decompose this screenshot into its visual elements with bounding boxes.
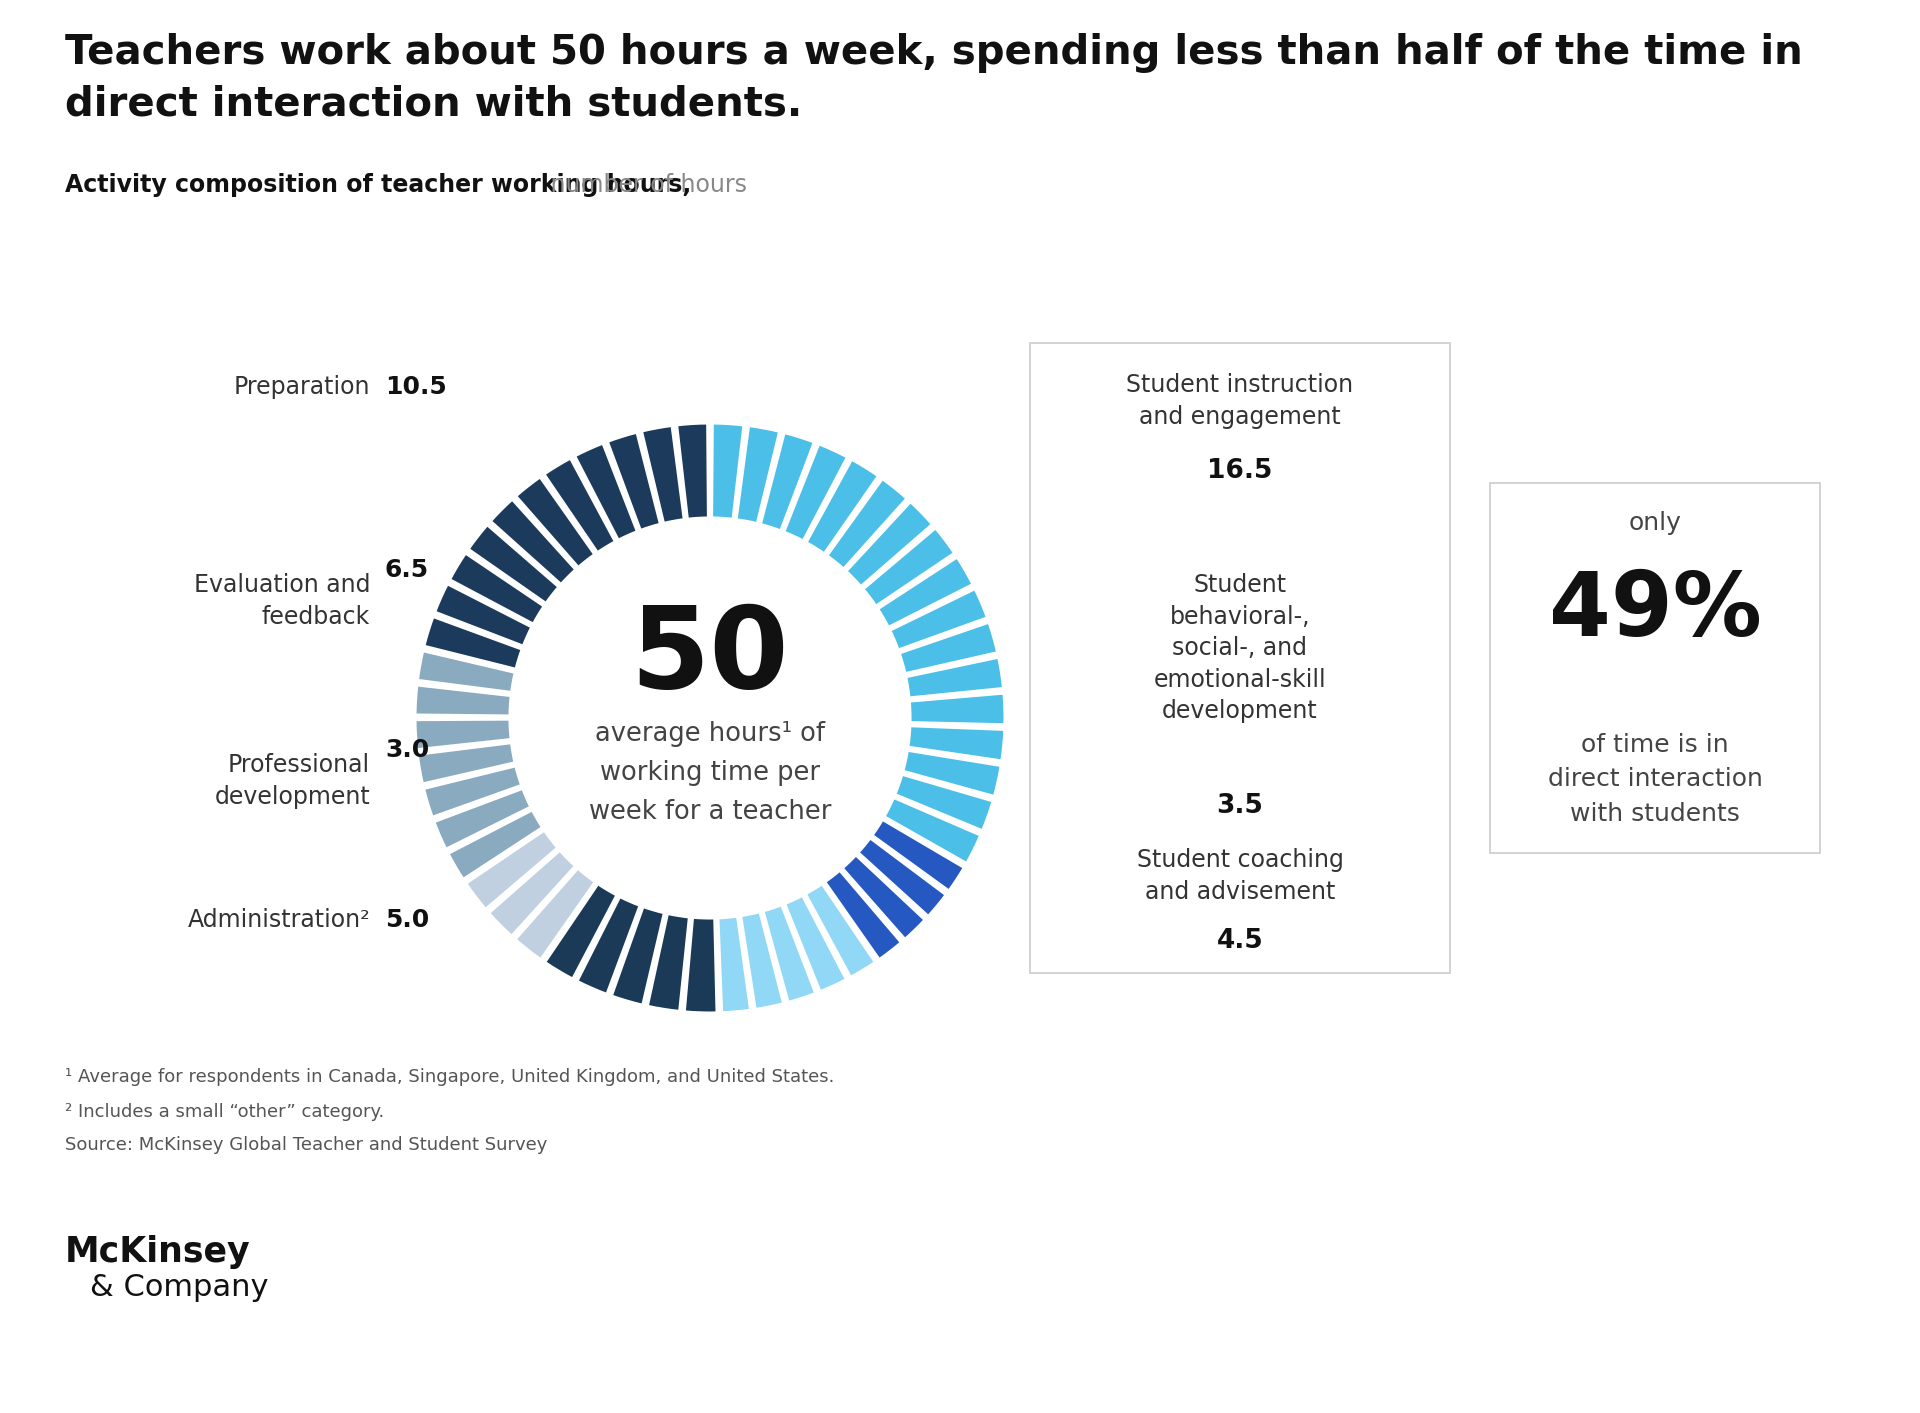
Wedge shape — [447, 810, 543, 879]
Text: only: only — [1628, 512, 1682, 536]
Text: 6.5: 6.5 — [386, 558, 430, 582]
Text: Administration²: Administration² — [188, 909, 371, 933]
Wedge shape — [641, 425, 684, 523]
Text: 3.0: 3.0 — [386, 738, 430, 762]
Text: Student coaching
and advisement: Student coaching and advisement — [1137, 848, 1344, 903]
Wedge shape — [424, 766, 522, 817]
Wedge shape — [872, 820, 964, 892]
Wedge shape — [806, 459, 879, 554]
Text: 5.0: 5.0 — [386, 909, 430, 933]
Wedge shape — [434, 584, 532, 646]
Text: 4.5: 4.5 — [1217, 928, 1263, 954]
Wedge shape — [488, 851, 576, 937]
Wedge shape — [712, 422, 743, 520]
Wedge shape — [647, 913, 689, 1012]
Wedge shape — [516, 476, 595, 568]
Text: Preparation: Preparation — [234, 374, 371, 398]
FancyBboxPatch shape — [1029, 343, 1450, 974]
Wedge shape — [490, 499, 576, 585]
Text: Student instruction
and engagement: Student instruction and engagement — [1127, 373, 1354, 428]
Text: Student
behavioral-,
social-, and
emotional-skill
development: Student behavioral-, social-, and emotio… — [1154, 574, 1327, 723]
Text: McKinsey: McKinsey — [65, 1235, 252, 1269]
Text: Professional
development: Professional development — [215, 753, 371, 808]
Text: Evaluation and
feedback: Evaluation and feedback — [194, 574, 371, 629]
Wedge shape — [467, 829, 559, 910]
Text: 49%: 49% — [1549, 568, 1761, 656]
Text: 16.5: 16.5 — [1208, 458, 1273, 485]
Wedge shape — [741, 911, 783, 1009]
Wedge shape — [862, 528, 954, 606]
Wedge shape — [858, 838, 947, 917]
Wedge shape — [415, 719, 511, 750]
Wedge shape — [543, 458, 616, 552]
Wedge shape — [804, 883, 876, 978]
Wedge shape — [434, 788, 532, 849]
Text: number of hours: number of hours — [543, 172, 747, 196]
Wedge shape — [449, 552, 543, 625]
Wedge shape — [908, 726, 1004, 762]
Wedge shape — [607, 432, 660, 530]
Wedge shape — [468, 524, 559, 603]
Wedge shape — [611, 907, 664, 1005]
Wedge shape — [902, 750, 1000, 797]
Wedge shape — [889, 589, 987, 650]
Wedge shape — [783, 444, 847, 541]
Text: Teachers work about 50 hours a week, spending less than half of the time in: Teachers work about 50 hours a week, spe… — [65, 32, 1803, 73]
Wedge shape — [676, 422, 708, 520]
Wedge shape — [843, 855, 925, 940]
Wedge shape — [895, 774, 993, 831]
Wedge shape — [415, 685, 511, 716]
Text: ¹ Average for respondents in Canada, Singapore, United Kingdom, and United State: ¹ Average for respondents in Canada, Sin… — [65, 1068, 835, 1087]
Wedge shape — [910, 694, 1004, 725]
Wedge shape — [785, 896, 847, 992]
Text: 10.5: 10.5 — [386, 374, 447, 398]
Text: Source: McKinsey Global Teacher and Student Survey: Source: McKinsey Global Teacher and Stud… — [65, 1136, 547, 1154]
Wedge shape — [417, 743, 515, 784]
Wedge shape — [826, 870, 900, 959]
Wedge shape — [883, 797, 981, 863]
Text: of time is in
direct interaction
with students: of time is in direct interaction with st… — [1548, 733, 1763, 827]
Wedge shape — [899, 622, 998, 674]
Text: 3.5: 3.5 — [1217, 793, 1263, 820]
Text: 50: 50 — [630, 601, 789, 712]
FancyBboxPatch shape — [1490, 483, 1820, 853]
Wedge shape — [735, 425, 780, 524]
Text: Activity composition of teacher working hours,: Activity composition of teacher working … — [65, 172, 691, 196]
Wedge shape — [828, 479, 906, 569]
Wedge shape — [545, 883, 616, 979]
Wedge shape — [515, 868, 595, 959]
Wedge shape — [574, 444, 637, 540]
Text: average hours¹ of
working time per
week for a teacher: average hours¹ of working time per week … — [589, 721, 831, 825]
Text: & Company: & Company — [90, 1273, 269, 1301]
Wedge shape — [877, 557, 973, 627]
Wedge shape — [762, 904, 816, 1002]
Wedge shape — [906, 657, 1004, 698]
Wedge shape — [576, 896, 639, 995]
Wedge shape — [847, 502, 933, 586]
Wedge shape — [684, 917, 716, 1013]
Text: direct interaction with students.: direct interaction with students. — [65, 85, 803, 124]
Wedge shape — [417, 651, 515, 692]
Wedge shape — [718, 916, 751, 1013]
Text: ² Includes a small “other” category.: ² Includes a small “other” category. — [65, 1104, 384, 1121]
Wedge shape — [424, 616, 522, 670]
Wedge shape — [760, 432, 814, 531]
